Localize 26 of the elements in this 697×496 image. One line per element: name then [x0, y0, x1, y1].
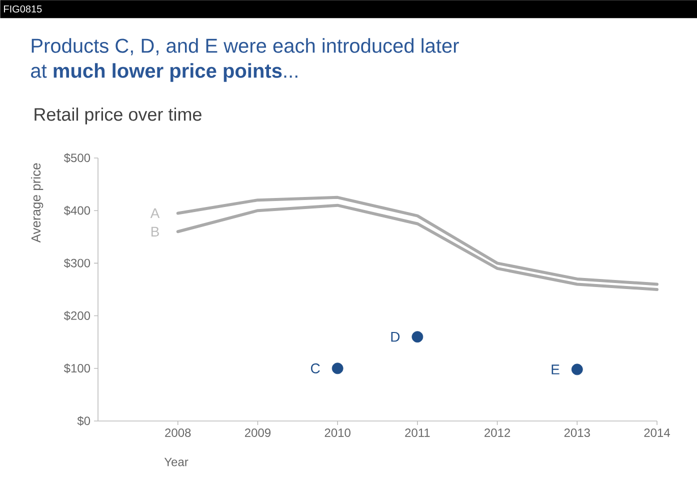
- series-label: A: [150, 208, 160, 218]
- x-tick-label: 2008: [165, 428, 191, 438]
- y-tick-label: $0: [77, 416, 90, 426]
- series-label: C: [310, 363, 320, 374]
- point: [412, 331, 424, 343]
- x-tick-label: 2012: [484, 428, 510, 438]
- series-label: E: [552, 364, 560, 374]
- y-tick-label: $200: [64, 310, 90, 321]
- point: [571, 364, 583, 376]
- y-tick-label: $500: [64, 153, 90, 163]
- x-tick-label: 2009: [244, 428, 270, 438]
- caption: FIG0815: [4, 5, 42, 13]
- chart-subtitle: Retail price over time: [34, 108, 202, 124]
- y-axis-title: Average price: [31, 163, 44, 243]
- x-tick-label: 2013: [564, 428, 590, 438]
- x-tick-label: 2011: [405, 428, 430, 438]
- x-axis-title: Year: [164, 458, 188, 466]
- series-label: B: [151, 226, 159, 236]
- x-tick-label: 2014: [644, 428, 670, 438]
- y-tick-label: $400: [64, 206, 90, 216]
- point: [332, 362, 344, 374]
- x-tick-label: 2010: [324, 428, 350, 438]
- y-tick-label: $100: [64, 364, 90, 374]
- series-label: D: [391, 332, 400, 342]
- chart-title: Products C, D, and E were each introduced later at much lower price points...: [31, 38, 459, 82]
- y-tick-label: $300: [64, 258, 90, 268]
